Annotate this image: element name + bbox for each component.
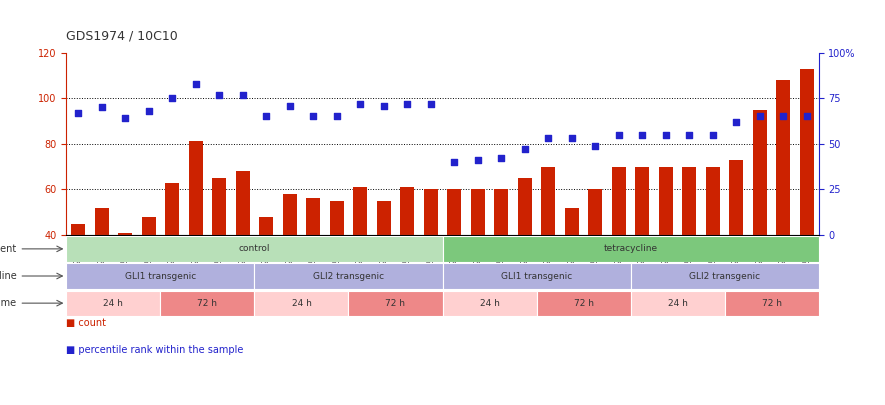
Bar: [259, 217, 273, 235]
Bar: [442, 263, 630, 289]
Text: GDS1974 / 10C10: GDS1974 / 10C10: [66, 30, 178, 43]
Bar: [400, 187, 414, 235]
Point: [259, 113, 273, 119]
Point: [142, 108, 156, 114]
Point: [612, 131, 626, 138]
Bar: [442, 236, 819, 262]
Text: 24 h: 24 h: [480, 298, 499, 308]
Bar: [776, 80, 790, 235]
Bar: [542, 166, 556, 235]
Point: [635, 131, 650, 138]
Bar: [306, 198, 320, 235]
Text: ■ percentile rank within the sample: ■ percentile rank within the sample: [66, 345, 243, 355]
Bar: [705, 166, 720, 235]
Bar: [160, 290, 255, 316]
Bar: [165, 183, 179, 235]
Text: GLI2 transgenic: GLI2 transgenic: [313, 271, 384, 281]
Text: tetracycline: tetracycline: [604, 244, 658, 254]
Point: [800, 113, 814, 119]
Point: [753, 113, 767, 119]
Text: agent: agent: [0, 244, 17, 254]
Bar: [255, 263, 442, 289]
Bar: [142, 217, 156, 235]
Text: ■ count: ■ count: [66, 318, 106, 328]
Bar: [349, 290, 442, 316]
Bar: [66, 290, 160, 316]
Bar: [518, 178, 532, 235]
Point: [494, 155, 508, 162]
Point: [165, 95, 180, 101]
Bar: [729, 160, 743, 235]
Bar: [612, 166, 626, 235]
Text: cell line: cell line: [0, 271, 17, 281]
Point: [447, 159, 461, 165]
Bar: [118, 232, 132, 235]
Bar: [212, 178, 227, 235]
Bar: [682, 166, 696, 235]
Bar: [536, 290, 630, 316]
Bar: [255, 290, 349, 316]
Bar: [630, 290, 725, 316]
Text: GLI1 transgenic: GLI1 transgenic: [501, 271, 573, 281]
Point: [95, 104, 109, 111]
Text: time: time: [0, 298, 17, 308]
Bar: [353, 187, 367, 235]
Text: 24 h: 24 h: [104, 298, 123, 308]
Point: [212, 92, 227, 98]
Point: [353, 100, 367, 107]
Point: [518, 146, 532, 153]
Text: 72 h: 72 h: [573, 298, 594, 308]
Point: [776, 113, 790, 119]
Point: [377, 102, 391, 109]
Bar: [71, 224, 85, 235]
Bar: [494, 189, 508, 235]
Text: control: control: [239, 244, 270, 254]
Bar: [189, 141, 203, 235]
Text: 72 h: 72 h: [762, 298, 781, 308]
Bar: [447, 189, 461, 235]
Point: [471, 157, 485, 164]
Bar: [800, 68, 814, 235]
Point: [282, 102, 296, 109]
Point: [424, 100, 438, 107]
Text: 24 h: 24 h: [667, 298, 688, 308]
Point: [118, 115, 132, 122]
Point: [542, 135, 556, 141]
Point: [400, 100, 414, 107]
Point: [589, 142, 603, 149]
Point: [71, 109, 85, 116]
Text: 72 h: 72 h: [386, 298, 405, 308]
Point: [235, 92, 250, 98]
Point: [189, 80, 203, 87]
Bar: [282, 194, 296, 235]
Bar: [442, 290, 536, 316]
Bar: [95, 207, 109, 235]
Point: [565, 135, 579, 141]
Text: GLI2 transgenic: GLI2 transgenic: [689, 271, 760, 281]
Bar: [377, 201, 391, 235]
Point: [729, 119, 743, 125]
Text: GLI1 transgenic: GLI1 transgenic: [125, 271, 196, 281]
Point: [705, 131, 720, 138]
Bar: [66, 263, 255, 289]
Bar: [589, 189, 603, 235]
Bar: [66, 236, 442, 262]
Bar: [658, 166, 673, 235]
Bar: [424, 189, 438, 235]
Bar: [753, 110, 767, 235]
Text: 72 h: 72 h: [197, 298, 218, 308]
Point: [329, 113, 343, 119]
Bar: [565, 207, 579, 235]
Point: [658, 131, 673, 138]
Point: [306, 113, 320, 119]
Bar: [471, 189, 485, 235]
Bar: [235, 171, 250, 235]
Point: [682, 131, 696, 138]
Bar: [725, 290, 819, 316]
Text: 24 h: 24 h: [291, 298, 312, 308]
Bar: [635, 166, 650, 235]
Bar: [630, 263, 819, 289]
Bar: [329, 201, 343, 235]
